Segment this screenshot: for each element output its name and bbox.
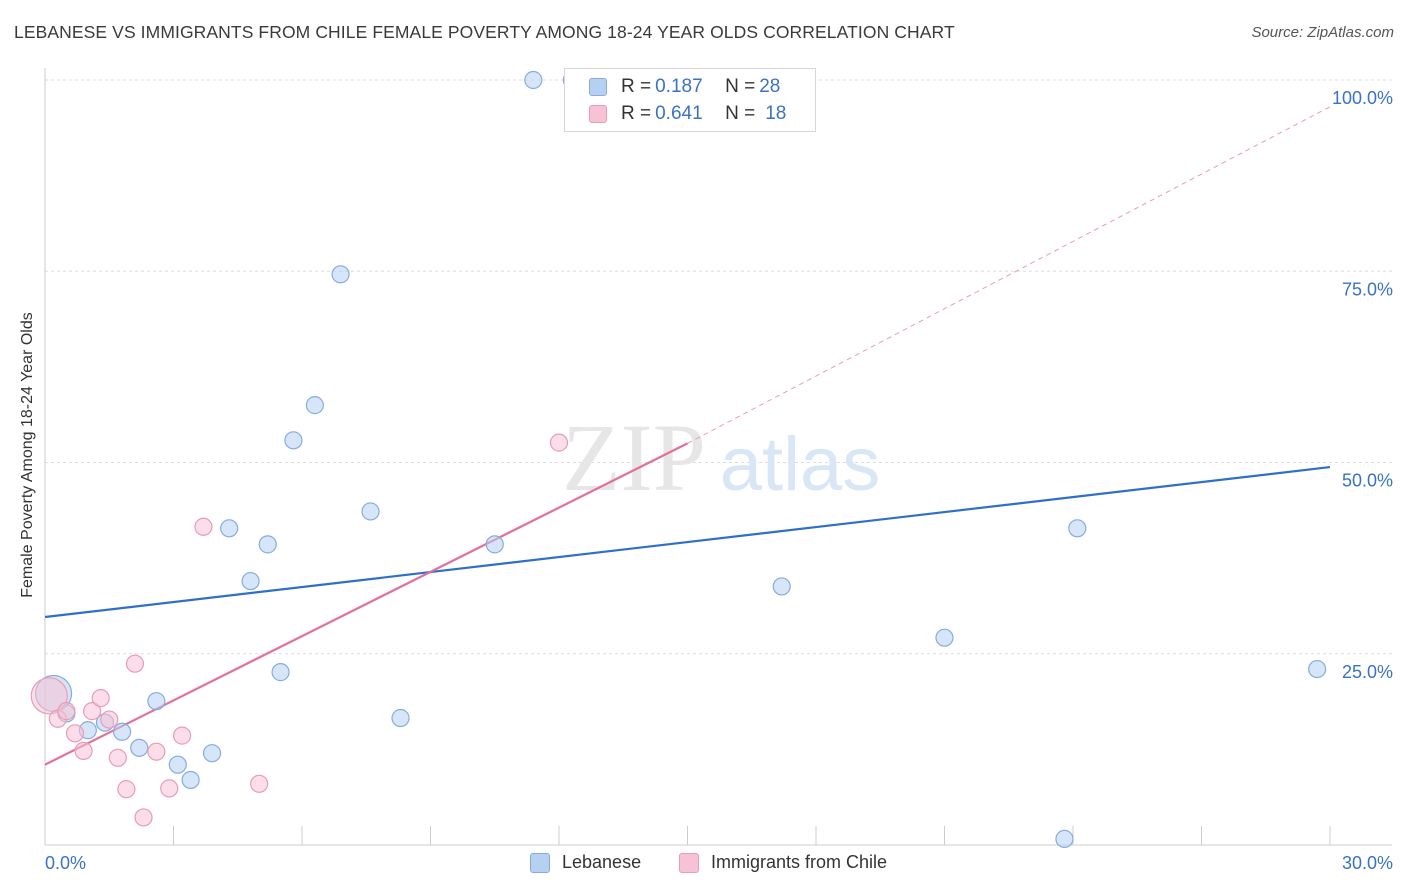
data-points xyxy=(30,70,1327,848)
point-lebanese xyxy=(1068,519,1087,538)
point-lebanese xyxy=(305,396,324,415)
point-chile xyxy=(57,702,76,721)
point-lebanese xyxy=(485,535,504,554)
legend-swatch-blue xyxy=(589,78,607,96)
point-lebanese xyxy=(220,519,239,538)
point-chile xyxy=(160,779,179,798)
x-tick-label: 0.0% xyxy=(45,853,86,873)
point-chile xyxy=(100,710,119,729)
point-chile xyxy=(194,517,213,536)
point-lebanese xyxy=(391,708,410,728)
legend-r-value: 0.187 xyxy=(655,76,703,97)
legend-item-lebanese: Lebanese xyxy=(530,852,641,873)
legend-label-lebanese: Lebanese xyxy=(562,852,642,872)
point-chile xyxy=(125,654,145,673)
legend-label-chile: Immigrants from Chile xyxy=(711,852,888,872)
point-lebanese xyxy=(524,70,543,90)
tick-labels: 25.0% 50.0% 75.0% 100.0% 0.0% 30.0% xyxy=(45,88,1393,873)
point-lebanese xyxy=(112,722,132,741)
point-chile xyxy=(117,780,136,799)
legend-swatch-chile xyxy=(679,852,699,873)
point-lebanese xyxy=(202,744,222,763)
trendline-lebanese xyxy=(44,465,1331,619)
point-lebanese xyxy=(1308,659,1327,679)
point-lebanese xyxy=(271,663,290,682)
x-tick-label: 30.0% xyxy=(1342,853,1393,873)
point-lebanese xyxy=(168,755,187,774)
grid-lines xyxy=(45,79,1392,655)
legend-swatch-lebanese xyxy=(530,852,550,873)
legend-row-lebanese: R = 0.187 N = 28 xyxy=(589,75,780,99)
point-chile xyxy=(549,433,569,452)
series-legend: Lebanese Immigrants from Chile xyxy=(0,852,1406,878)
point-chile xyxy=(108,748,127,767)
legend-swatch-pink xyxy=(589,105,607,123)
axes xyxy=(44,68,1392,846)
point-lebanese xyxy=(772,577,791,596)
legend-item-chile: Immigrants from Chile xyxy=(679,852,887,873)
point-lebanese xyxy=(258,535,277,554)
legend-n-value: 18 xyxy=(765,103,787,124)
legend-n-value: 28 xyxy=(759,76,781,97)
point-lebanese xyxy=(130,738,149,757)
point-chile xyxy=(83,702,102,721)
point-chile xyxy=(172,726,192,745)
watermark: ZIP atlas xyxy=(562,404,880,511)
point-lebanese xyxy=(241,571,260,591)
point-chile xyxy=(30,677,68,715)
stats-legend: R = 0.187 N = 28 R = 0.641 N = 18 xyxy=(564,68,816,132)
trendline-chile xyxy=(44,442,688,766)
y-tick-label: 75.0% xyxy=(1342,279,1393,299)
point-lebanese xyxy=(181,770,200,790)
point-lebanese xyxy=(147,692,166,711)
point-lebanese xyxy=(935,628,954,647)
legend-r-value: 0.641 xyxy=(655,103,703,124)
y-tick-label: 100.0% xyxy=(1332,88,1393,108)
point-lebanese xyxy=(331,265,350,284)
chart-title: LEBANESE VS IMMIGRANTS FROM CHILE FEMALE… xyxy=(14,22,955,42)
point-chile xyxy=(91,689,110,708)
legend-r-label: R = xyxy=(621,103,652,124)
y-axis-label: Female Poverty Among 18-24 Year Olds xyxy=(19,312,36,598)
point-chile xyxy=(147,742,166,761)
watermark-atlas: atlas xyxy=(720,422,881,507)
legend-n-label: N = xyxy=(725,76,756,97)
y-tick-label: 50.0% xyxy=(1342,471,1393,491)
y-tick-label: 25.0% xyxy=(1342,662,1393,682)
point-chile xyxy=(250,774,269,793)
legend-row-chile: R = 0.641 N = 18 xyxy=(589,102,786,126)
source-label: Source: ZipAtlas.com xyxy=(1251,24,1394,41)
point-chile xyxy=(65,724,85,743)
trendlines xyxy=(44,106,1331,766)
point-chile xyxy=(134,808,153,827)
legend-r-label: R = xyxy=(621,76,652,97)
point-lebanese xyxy=(284,431,303,450)
legend-n-label: N = xyxy=(725,103,756,124)
trendline-chile-extension xyxy=(687,106,1331,444)
point-chile xyxy=(74,741,93,761)
point-lebanese xyxy=(1055,829,1074,848)
point-lebanese xyxy=(361,502,380,521)
